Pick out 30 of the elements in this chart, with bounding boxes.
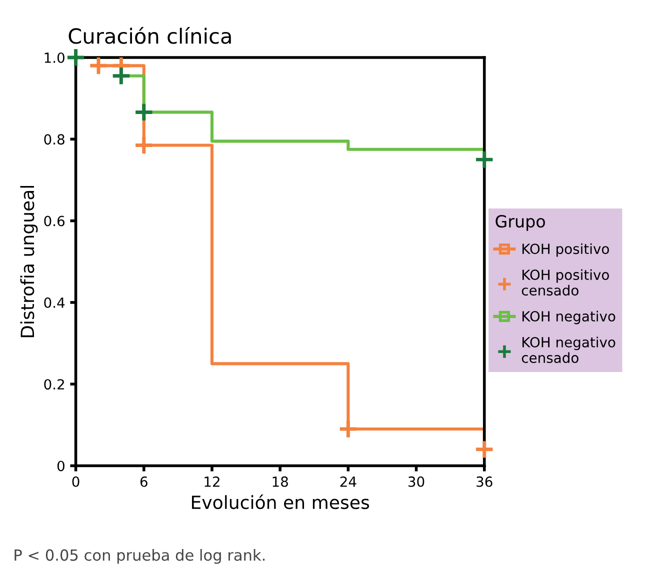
x-tick-label: 0 xyxy=(72,476,80,487)
x-tick-label: 30 xyxy=(408,476,424,487)
y-tick-label: 1.0 xyxy=(44,52,64,63)
x-tick-label: 12 xyxy=(204,476,220,487)
x-tick-label: 6 xyxy=(140,476,148,487)
point xyxy=(66,47,86,68)
x-tick-label: 24 xyxy=(340,476,356,487)
point xyxy=(338,418,358,440)
point xyxy=(111,66,132,86)
legend-label: KOH positivo xyxy=(522,243,609,257)
y-tick-label: 0.6 xyxy=(44,216,64,226)
y-tick-label: 0.4 xyxy=(44,297,65,308)
point xyxy=(474,149,494,170)
point xyxy=(134,135,154,156)
y-tick-label: 0.8 xyxy=(44,134,64,145)
point xyxy=(134,102,154,122)
legend-label: KOH positivo censado xyxy=(522,269,609,296)
legend-label: KOH negativo xyxy=(522,310,616,324)
point xyxy=(474,439,494,460)
text: P < 0.05 con prueba de log rank. xyxy=(14,549,265,564)
chart-title: Curación clínica xyxy=(68,26,231,44)
x-tick-label: 18 xyxy=(272,476,288,487)
y-axis-title: Distrofia ungueal xyxy=(20,186,38,338)
legend-title: Grupo xyxy=(496,214,545,231)
legend-label: KOH negativo censado xyxy=(522,336,616,364)
y-tick-label: 0.2 xyxy=(44,379,64,390)
x-tick-label: 36 xyxy=(476,476,492,487)
point xyxy=(88,56,109,76)
x-axis-title: Evolución en meses xyxy=(192,494,370,510)
y-tick-label: 0 xyxy=(57,460,64,472)
